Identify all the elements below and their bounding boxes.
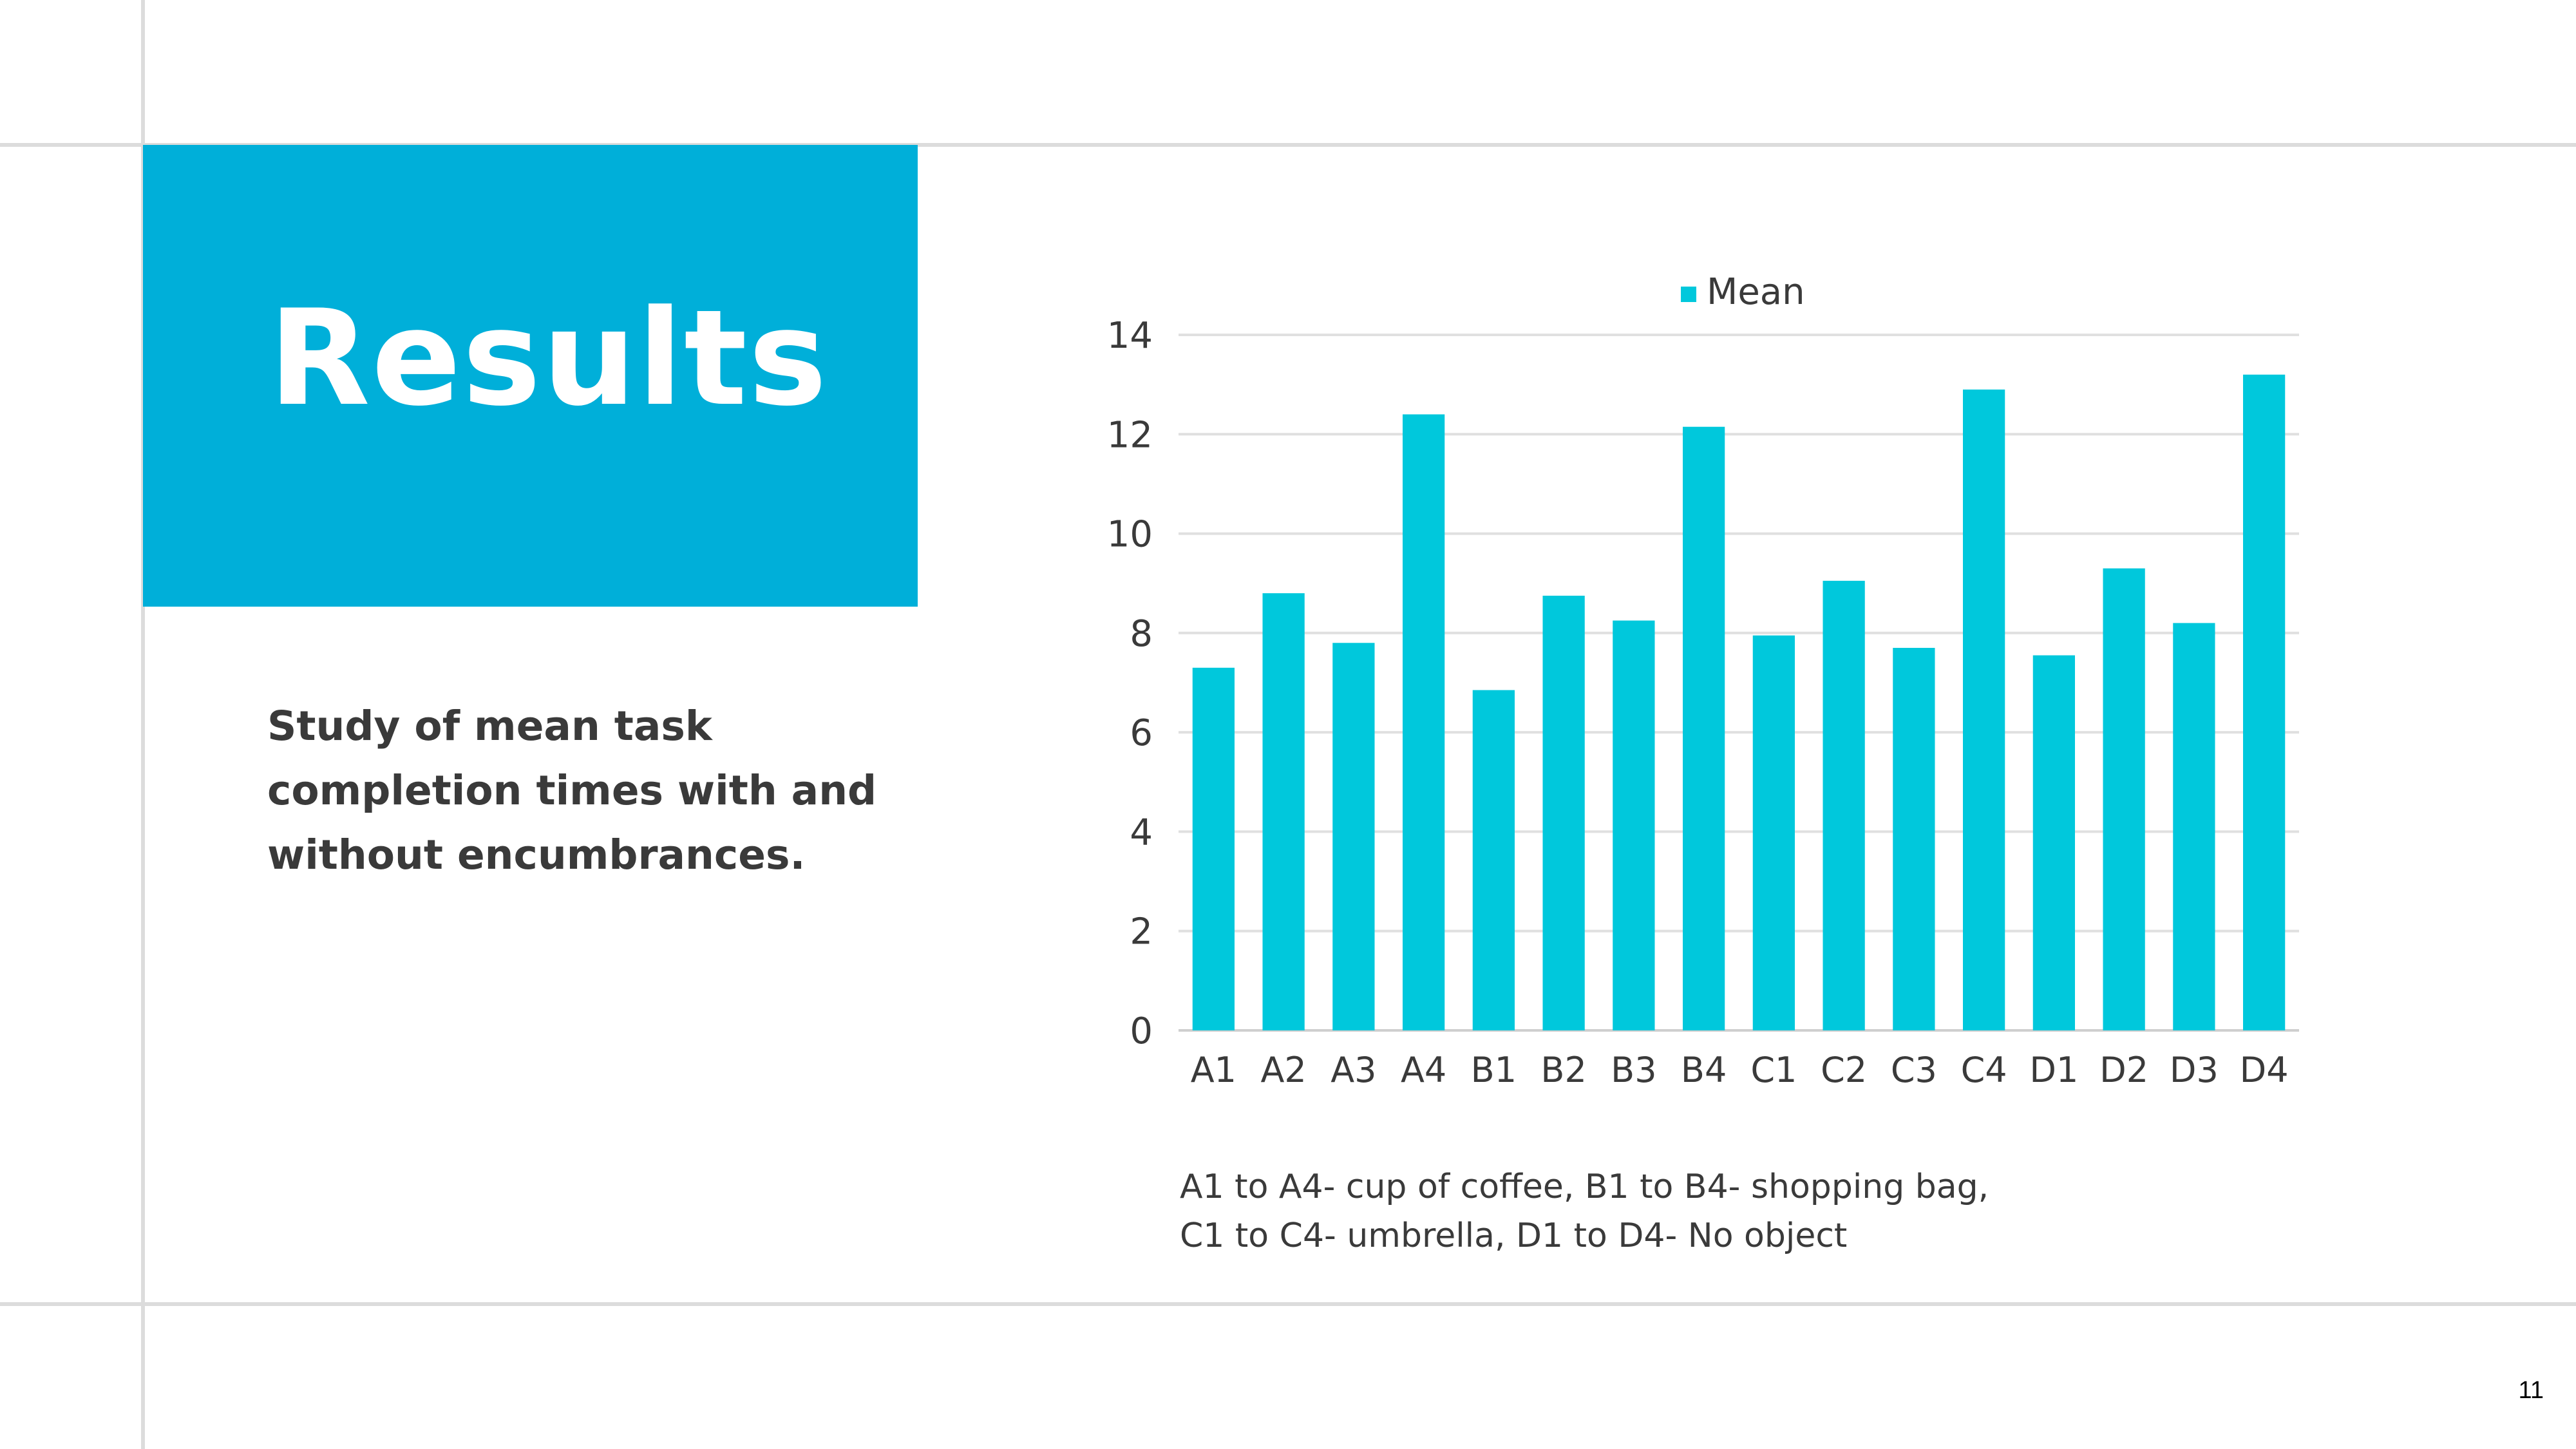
y-tick-label: 2 [1130, 911, 1153, 953]
slide-description: Study of mean task completion times with… [267, 703, 877, 878]
bar [1823, 580, 1865, 1030]
x-tick-label: B1 [1471, 1050, 1517, 1090]
x-tick-label: D3 [2170, 1050, 2219, 1090]
bar [2103, 568, 2145, 1030]
top-guide-line [0, 143, 2576, 147]
y-tick-label: 14 [1107, 315, 1153, 357]
y-tick-label: 6 [1130, 712, 1153, 754]
footnote-line-2: C1 to C4- umbrella, D1 to D4- No object [1180, 1217, 1848, 1255]
y-tick-label: 0 [1130, 1010, 1153, 1052]
bar [1403, 414, 1445, 1030]
bar [1332, 643, 1375, 1030]
y-tick-label: 4 [1130, 811, 1153, 853]
x-tick-label: C3 [1891, 1050, 1937, 1090]
bar [1192, 667, 1235, 1030]
bar [2173, 623, 2215, 1030]
x-tick-label: A1 [1191, 1050, 1236, 1090]
y-tick-label: 8 [1130, 613, 1153, 655]
footnote-line-1: A1 to A4- cup of coffee, B1 to B4- shopp… [1180, 1168, 1989, 1206]
bar [1893, 648, 1935, 1030]
bar [1752, 635, 1795, 1030]
bar [1963, 389, 2005, 1030]
title-box: Results [143, 145, 918, 607]
bar [1542, 596, 1585, 1030]
page-number: 11 [2518, 1377, 2544, 1404]
x-tick-label: B4 [1681, 1050, 1727, 1090]
vertical-guide-line [141, 0, 145, 1449]
chart-footnote: A1 to A4- cup of coffee, B1 to B4- shopp… [1180, 1162, 1989, 1260]
x-tick-label: A3 [1331, 1050, 1376, 1090]
bar [2032, 655, 2075, 1030]
x-tick-label: A2 [1260, 1050, 1306, 1090]
x-tick-label: B2 [1540, 1050, 1586, 1090]
bar [1472, 690, 1515, 1030]
bar [2243, 374, 2286, 1030]
bar-chart: 0 2 4 6 8 10 12 14 A1 A2 A3 A4 B1 B2 B3 B4 C1 C2 C3 C4 D1 D2 D… [1069, 258, 2357, 1095]
x-tick-label: C2 [1821, 1050, 1867, 1090]
legend-label: Mean [1707, 271, 1805, 313]
legend-swatch [1681, 287, 1696, 302]
bar [1683, 426, 1725, 1030]
y-tick-label: 10 [1107, 514, 1153, 556]
x-tick-label: C4 [1961, 1050, 2007, 1090]
chart-svg: 0 2 4 6 8 10 12 14 A1 A2 A3 A4 B1 B2 B3 B4 C1 C2 C3 C4 D1 D2 D… [1107, 271, 2299, 1090]
x-tick-label: A4 [1401, 1050, 1446, 1090]
bottom-guide-line [0, 1302, 2576, 1306]
x-tick-label: B3 [1611, 1050, 1656, 1090]
bar [1262, 593, 1305, 1030]
y-tick-label: 12 [1107, 414, 1153, 456]
x-tick-label: D1 [2029, 1050, 2078, 1090]
x-tick-label: D2 [2099, 1050, 2148, 1090]
x-tick-label: C1 [1750, 1050, 1797, 1090]
x-tick-label: D4 [2240, 1050, 2289, 1090]
slide-title: Results [269, 282, 829, 435]
bar [1613, 620, 1655, 1030]
